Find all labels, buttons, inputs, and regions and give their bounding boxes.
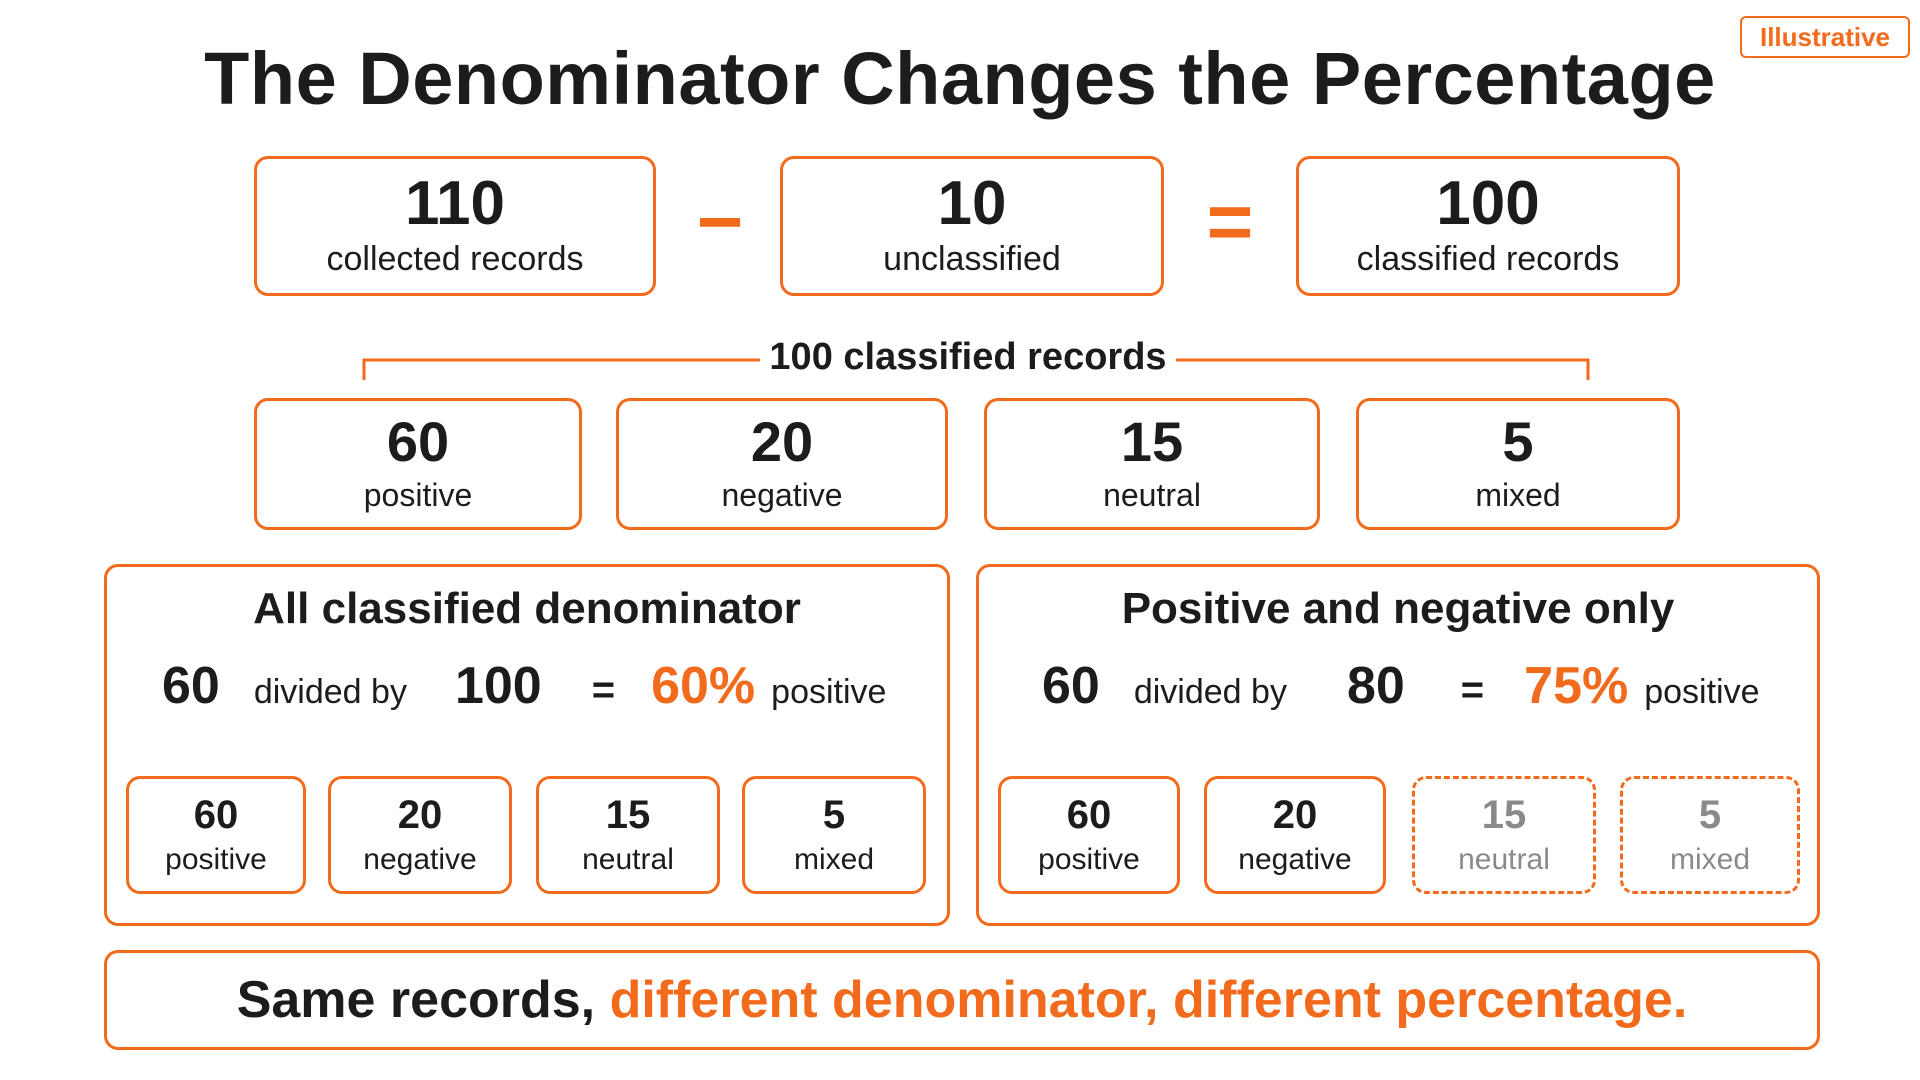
- minus-operator: −: [696, 177, 744, 266]
- left-equals: =: [591, 668, 616, 712]
- item-value: 60: [1066, 792, 1112, 837]
- conclusion-banner: Same records, different denominator, dif…: [104, 950, 1820, 1050]
- right-numerator: 60: [1042, 657, 1100, 715]
- unclassified-value: 10: [937, 169, 1007, 239]
- right-divided-by: divided by: [1133, 673, 1287, 711]
- collected-label: collected records: [326, 240, 584, 279]
- item-label: mixed: [1669, 842, 1751, 876]
- page-title: The Denominator Changes the Percentage: [204, 37, 1716, 120]
- right-percent: 75%: [1524, 657, 1629, 715]
- category-positive: 60 positive: [254, 398, 582, 530]
- left-suffix: positive: [771, 673, 887, 711]
- left-divided-by: divided by: [253, 673, 407, 711]
- category-neutral: 15 neutral: [984, 398, 1320, 530]
- left-item-positive: 60 positive: [126, 776, 306, 894]
- category-value: 20: [750, 410, 814, 474]
- conclusion-plain: Same records,: [236, 971, 610, 1029]
- category-label: neutral: [1103, 477, 1201, 514]
- category-label: positive: [363, 477, 473, 514]
- left-item-mixed: 5 mixed: [742, 776, 926, 894]
- category-value: 60: [386, 410, 450, 474]
- item-label: positive: [165, 842, 267, 876]
- breakdown-bracket-left: [362, 358, 760, 380]
- left-denominator: 100: [454, 657, 542, 715]
- item-label: neutral: [1458, 842, 1550, 876]
- classified-value: 100: [1436, 169, 1540, 239]
- equals-operator: =: [1206, 177, 1254, 266]
- collected-value: 110: [404, 169, 506, 239]
- item-value: 60: [193, 792, 239, 837]
- item-label: neutral: [582, 842, 674, 876]
- right-item-neutral-excluded: 15 neutral: [1412, 776, 1596, 894]
- right-item-positive: 60 positive: [998, 776, 1180, 894]
- category-negative: 20 negative: [616, 398, 948, 530]
- left-item-neutral: 15 neutral: [536, 776, 720, 894]
- item-value: 5: [1698, 792, 1722, 837]
- right-suffix: positive: [1644, 673, 1760, 711]
- unclassified-label: unclassified: [883, 240, 1061, 279]
- item-value: 15: [605, 792, 651, 837]
- illustrative-badge: Illustrative: [1740, 16, 1910, 58]
- right-panel-title: Positive and negative only: [1121, 584, 1675, 633]
- category-label: negative: [721, 477, 843, 514]
- right-item-mixed-excluded: 5 mixed: [1620, 776, 1800, 894]
- right-denominator: 80: [1346, 657, 1405, 715]
- left-numerator: 60: [162, 657, 220, 715]
- item-label: negative: [363, 842, 477, 876]
- classified-label: classified records: [1356, 240, 1620, 279]
- right-formula: 60 divided by 80 = 75% positive: [1042, 656, 1760, 720]
- left-formula: 60 divided by 100 = 60% positive: [162, 656, 886, 720]
- item-label: negative: [1238, 842, 1352, 876]
- conclusion-highlight: different denominator, different percent…: [609, 971, 1688, 1029]
- classified-records-box: 100 classified records: [1296, 156, 1680, 296]
- unclassified-box: 10 unclassified: [780, 156, 1164, 296]
- item-value: 20: [1272, 792, 1318, 837]
- left-item-negative: 20 negative: [328, 776, 512, 894]
- category-label: mixed: [1475, 477, 1561, 514]
- item-value: 15: [1481, 792, 1527, 837]
- item-value: 5: [822, 792, 846, 837]
- right-item-negative: 20 negative: [1204, 776, 1386, 894]
- item-label: mixed: [793, 842, 875, 876]
- category-mixed: 5 mixed: [1356, 398, 1680, 530]
- breakdown-bracket-right: [1176, 358, 1590, 380]
- breakdown-header: 100 classified records: [769, 336, 1167, 378]
- category-value: 5: [1502, 410, 1534, 474]
- right-equals: =: [1460, 668, 1485, 712]
- collected-records-box: 110 collected records: [254, 156, 656, 296]
- left-panel-title: All classified denominator: [253, 584, 801, 633]
- left-percent: 60%: [651, 657, 756, 715]
- item-label: positive: [1038, 842, 1140, 876]
- category-value: 15: [1120, 410, 1184, 474]
- item-value: 20: [397, 792, 443, 837]
